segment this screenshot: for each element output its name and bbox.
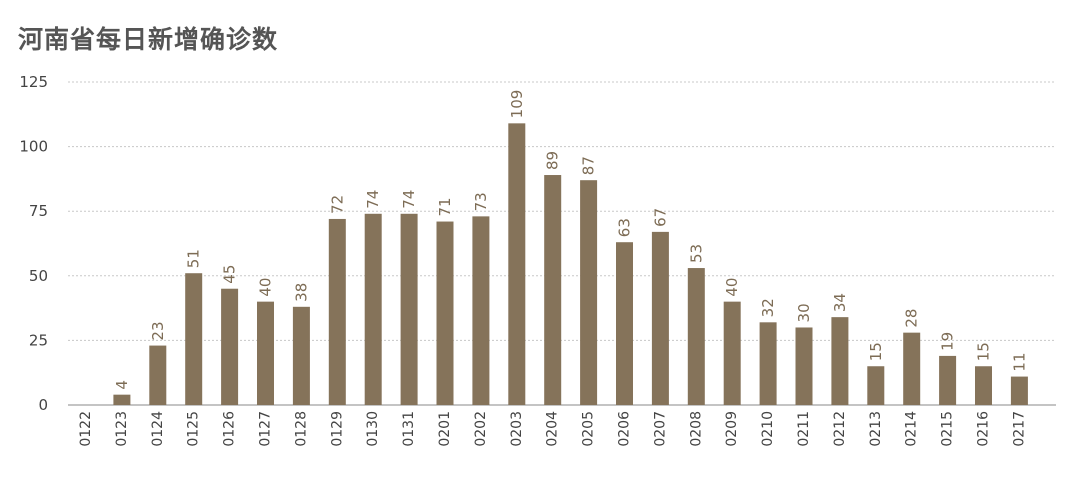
data-label: 15 xyxy=(975,342,993,361)
x-tick-label: 0128 xyxy=(293,411,309,447)
data-label: 71 xyxy=(436,197,454,216)
data-label: 53 xyxy=(687,244,705,263)
bar xyxy=(903,332,921,405)
x-tick-label: 0131 xyxy=(401,411,417,447)
x-tick-label: 0214 xyxy=(904,411,920,447)
data-label: 109 xyxy=(508,90,526,119)
bar xyxy=(472,216,490,405)
x-tick-label: 0122 xyxy=(78,411,94,447)
data-label: 74 xyxy=(364,190,382,209)
x-tick-label: 0127 xyxy=(258,411,274,447)
data-label: 72 xyxy=(328,195,346,214)
bar xyxy=(939,355,957,405)
data-label: 28 xyxy=(903,309,921,328)
bar xyxy=(867,366,885,405)
x-tick-label: 0210 xyxy=(760,411,776,447)
data-label: 51 xyxy=(185,249,203,268)
data-label: 19 xyxy=(939,332,957,351)
data-label: 30 xyxy=(795,303,813,322)
y-tick-label: 50 xyxy=(29,267,48,285)
y-tick-label: 25 xyxy=(29,331,48,349)
x-tick-label: 0207 xyxy=(652,411,668,447)
bar xyxy=(292,306,310,405)
x-tick-label: 0129 xyxy=(329,411,345,447)
data-label: 4 xyxy=(113,380,131,390)
bar xyxy=(616,242,633,405)
data-label: 23 xyxy=(149,321,167,340)
data-label: 63 xyxy=(616,218,634,237)
data-label: 89 xyxy=(544,151,562,170)
bar xyxy=(436,221,454,405)
bar xyxy=(257,301,274,405)
y-tick-label: 125 xyxy=(19,73,48,91)
x-tick-label: 0123 xyxy=(114,411,130,447)
bar xyxy=(759,322,777,405)
x-tick-label: 0202 xyxy=(473,411,489,447)
bar xyxy=(113,394,131,405)
x-tick-label: 0213 xyxy=(868,411,884,447)
y-tick-label: 75 xyxy=(29,202,48,220)
data-label: 40 xyxy=(257,278,275,297)
x-tick-label: 0208 xyxy=(688,411,704,447)
bar xyxy=(687,268,705,405)
x-tick-label: 0130 xyxy=(365,411,381,447)
x-tick-label: 0216 xyxy=(976,411,992,447)
bar xyxy=(1010,376,1028,405)
data-label: 74 xyxy=(400,190,418,209)
bar xyxy=(651,231,669,405)
data-label: 15 xyxy=(867,342,885,361)
bar xyxy=(328,218,346,405)
y-tick-label: 100 xyxy=(19,138,48,156)
data-label: 73 xyxy=(472,192,490,211)
bar xyxy=(723,301,741,405)
x-tick-label: 0215 xyxy=(940,411,956,447)
x-tick-label: 0211 xyxy=(796,411,812,447)
bar xyxy=(580,180,598,405)
data-label: 87 xyxy=(580,156,598,175)
x-tick-label: 0212 xyxy=(832,411,848,447)
bar xyxy=(221,288,239,405)
data-label: 67 xyxy=(651,208,669,227)
bar xyxy=(544,175,562,405)
chart-title: 河南省每日新增确诊数 xyxy=(18,25,279,54)
y-tick-label: 0 xyxy=(38,396,48,414)
x-tick-label: 0209 xyxy=(724,411,740,447)
data-label: 38 xyxy=(292,283,310,302)
x-tick-label: 0217 xyxy=(1011,411,1027,447)
x-tick-label: 0201 xyxy=(437,411,453,447)
bar xyxy=(508,123,526,406)
x-tick-label: 0124 xyxy=(150,411,166,447)
data-label: 40 xyxy=(723,278,741,297)
bar xyxy=(364,213,382,405)
bar xyxy=(400,213,418,405)
bar xyxy=(975,366,992,405)
bar xyxy=(185,273,203,405)
data-label: 34 xyxy=(831,293,849,312)
x-tick-label: 0206 xyxy=(617,411,633,447)
data-label: 45 xyxy=(221,265,239,284)
data-label: 32 xyxy=(759,298,777,317)
x-tick-label: 0125 xyxy=(186,411,202,447)
x-tick-label: 0205 xyxy=(581,411,597,447)
x-tick-label: 0126 xyxy=(222,411,238,447)
data-label: 11 xyxy=(1010,352,1028,371)
bar xyxy=(149,345,167,405)
x-tick-label: 0203 xyxy=(509,411,525,447)
x-tick-label: 0204 xyxy=(545,411,561,447)
bar xyxy=(831,317,849,405)
bar xyxy=(795,327,813,405)
